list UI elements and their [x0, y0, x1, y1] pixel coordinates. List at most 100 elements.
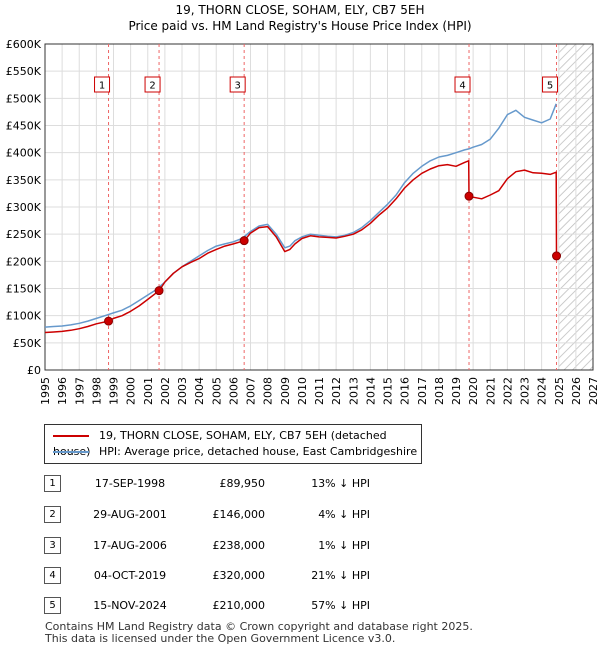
transaction-hpi-diff: 57% ↓ HPI	[311, 599, 370, 612]
x-tick-label: 1996	[56, 377, 69, 405]
x-tick-label: 2018	[433, 377, 446, 405]
chart-subtitle: Price paid vs. HM Land Registry's House …	[128, 19, 472, 33]
sale-point	[239, 236, 249, 246]
x-tick-label: 1999	[108, 377, 121, 405]
chart-legend: 19, THORN CLOSE, SOHAM, ELY, CB7 5EH (de…	[44, 424, 422, 464]
y-tick-label: £600K	[6, 38, 42, 51]
x-tick-label: 2026	[570, 377, 583, 405]
x-tick-label: 2019	[450, 377, 463, 405]
y-tick-label: £450K	[6, 120, 42, 133]
y-tick-label: £300K	[6, 201, 42, 214]
transaction-price: £146,000	[212, 508, 266, 521]
sale-label-box	[542, 76, 559, 93]
x-tick-label: 1998	[90, 377, 103, 405]
transaction-hpi-diff: 4% ↓ HPI	[318, 508, 370, 521]
transaction-number: 4	[44, 567, 61, 584]
transaction-row: 3 17-AUG-2006 £238,000 1% ↓ HPI	[0, 536, 600, 558]
sale-label-box	[454, 76, 471, 93]
x-tick-label: 2000	[125, 377, 138, 405]
x-tick-label: 2025	[553, 377, 566, 405]
x-tick-label: 1997	[73, 377, 86, 405]
y-tick-label: £400K	[6, 147, 42, 160]
x-tick-label: 2022	[501, 377, 514, 405]
y-tick-label: £350K	[6, 174, 42, 187]
transaction-number: 5	[44, 597, 61, 614]
y-tick-label: £0	[27, 364, 41, 377]
transaction-price: £320,000	[212, 569, 266, 582]
sale-label-number: 2	[149, 81, 155, 92]
x-tick-label: 2011	[313, 377, 326, 405]
y-tick-label: £100K	[6, 310, 42, 323]
transaction-number: 2	[44, 506, 61, 523]
x-tick-label: 2023	[519, 377, 532, 405]
x-tick-label: 2007	[245, 377, 258, 405]
y-tick-label: £200K	[6, 255, 42, 268]
y-tick-label: £50K	[13, 337, 42, 350]
x-tick-label: 2027	[587, 377, 600, 405]
x-tick-label: 2006	[227, 377, 240, 405]
x-tick-label: 2017	[416, 377, 429, 405]
transaction-row: 5 15-NOV-2024 £210,000 57% ↓ HPI	[0, 596, 600, 618]
x-tick-label: 2012	[330, 377, 343, 405]
y-tick-label: £250K	[6, 228, 42, 241]
sale-point	[154, 286, 164, 296]
footer-line-licence: This data is licensed under the Open Gov…	[45, 632, 396, 645]
sale-label-number: 4	[459, 81, 465, 92]
footer-notice: Contains HM Land Registry data © Crown c…	[45, 621, 473, 645]
x-tick-label: 2015	[382, 377, 395, 405]
sale-point	[552, 251, 562, 261]
legend-item-hpi: HPI: Average price, detached house, East…	[53, 444, 417, 460]
legend-label-hpi: HPI: Average price, detached house, East…	[99, 445, 418, 458]
sale-label-number: 5	[547, 81, 553, 92]
x-tick-label: 2001	[142, 377, 155, 405]
x-tick-label: 2020	[467, 377, 480, 405]
transaction-row: 2 29-AUG-2001 £146,000 4% ↓ HPI	[0, 505, 600, 527]
transaction-number: 3	[44, 537, 61, 554]
transaction-price: £89,950	[219, 477, 266, 490]
sale-label-number: 3	[234, 81, 240, 92]
transaction-price: £238,000	[212, 539, 266, 552]
footer-line-copyright: Contains HM Land Registry data © Crown c…	[45, 620, 473, 633]
transaction-date: 17-AUG-2006	[93, 539, 167, 552]
x-tick-label: 1995	[39, 377, 52, 405]
x-tick-label: 2005	[210, 377, 223, 405]
legend-swatch-property	[53, 435, 89, 437]
legend-item-property: 19, THORN CLOSE, SOHAM, ELY, CB7 5EH (de…	[53, 428, 421, 458]
transaction-hpi-diff: 1% ↓ HPI	[318, 539, 370, 552]
transaction-date: 15-NOV-2024	[93, 599, 167, 612]
transaction-hpi-diff: 13% ↓ HPI	[311, 477, 370, 490]
x-tick-label: 2024	[536, 377, 549, 405]
sale-label-box	[144, 76, 161, 93]
x-tick-label: 2002	[159, 377, 172, 405]
price-chart: 1995 1996 1997 1998 1999 2000 2001 2002 2003 2004…	[6, 38, 600, 405]
x-tick-label: 2013	[347, 377, 360, 405]
x-tick-label: 2016	[399, 377, 412, 405]
sale-point	[104, 316, 114, 326]
legend-swatch-hpi	[53, 451, 89, 453]
series-line-hpi	[44, 103, 557, 328]
transaction-date: 04-OCT-2019	[93, 569, 167, 582]
x-tick-label: 2008	[262, 377, 275, 405]
x-tick-label: 2003	[176, 377, 189, 405]
transaction-number: 1	[44, 475, 61, 492]
x-tick-label: 2004	[193, 377, 206, 405]
transaction-hpi-diff: 21% ↓ HPI	[311, 569, 370, 582]
series-line-property	[44, 160, 558, 334]
sale-label-number: 1	[99, 81, 105, 92]
chart-title: 19, THORN CLOSE, SOHAM, ELY, CB7 5EH	[175, 3, 425, 17]
x-tick-label: 2009	[279, 377, 292, 405]
transaction-price: £210,000	[212, 599, 266, 612]
transaction-date: 17-SEP-1998	[94, 477, 166, 490]
x-tick-label: 2010	[296, 377, 309, 405]
transaction-date: 29-AUG-2001	[93, 508, 167, 521]
y-tick-label: £500K	[6, 92, 42, 105]
sale-label-box	[94, 76, 111, 93]
x-tick-label: 2021	[484, 377, 497, 405]
transaction-row: 1 17-SEP-1998 £89,950 13% ↓ HPI	[0, 474, 600, 496]
transaction-row: 4 04-OCT-2019 £320,000 21% ↓ HPI	[0, 566, 600, 588]
plot-frame	[44, 43, 594, 371]
sale-point	[464, 191, 474, 201]
y-tick-label: £150K	[6, 283, 42, 296]
sale-label-box	[229, 76, 246, 93]
x-tick-label: 2014	[364, 377, 377, 405]
